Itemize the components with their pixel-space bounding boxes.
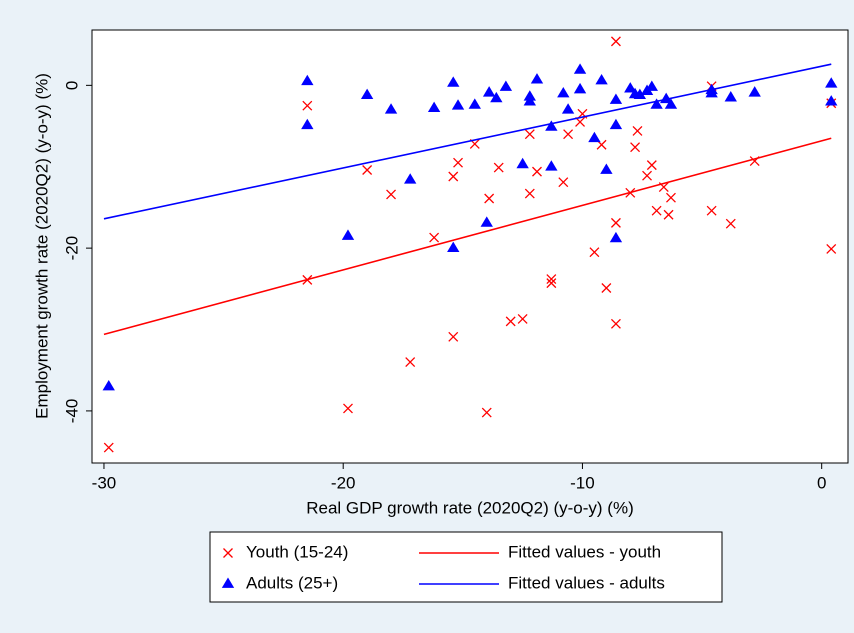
point-triangle: [482, 86, 496, 97]
point-triangle: [301, 118, 314, 130]
point-triangle: [523, 95, 536, 106]
point-x: [343, 403, 353, 414]
legend-label: Fitted values - adults: [508, 573, 665, 592]
point-triangle: [561, 103, 575, 114]
point-x: [103, 442, 114, 453]
legend-label: Adults (25+): [246, 573, 338, 592]
point-triangle: [545, 120, 558, 131]
point-x: [517, 313, 528, 324]
point-triangle: [609, 231, 623, 243]
y-tick-label: -40: [62, 399, 81, 424]
point-triangle: [480, 216, 493, 227]
point-x: [610, 318, 621, 329]
point-x: [524, 188, 535, 199]
x-tick-label: -20: [331, 473, 356, 492]
point-triangle: [633, 88, 647, 100]
point-triangle: [600, 163, 613, 174]
point-x: [429, 232, 440, 243]
point-triangle: [530, 73, 544, 84]
point-x: [601, 283, 612, 293]
point-triangle: [825, 95, 838, 106]
point-triangle: [624, 82, 637, 93]
point-triangle: [447, 241, 460, 253]
x-tick-label: -10: [570, 473, 595, 492]
point-x: [481, 407, 492, 418]
legend: [209, 531, 723, 603]
point-x: [532, 166, 542, 177]
point-x: [589, 247, 600, 258]
fitted-line: [103, 137, 832, 336]
y-tick-label: 0: [62, 81, 81, 90]
point-x: [563, 129, 574, 140]
point-x: [610, 36, 621, 47]
point-x: [362, 165, 373, 175]
point-triangle: [360, 88, 374, 100]
point-triangle: [724, 91, 737, 102]
plot-area: [91, 29, 849, 464]
point-triangle: [451, 99, 465, 110]
point-triangle: [825, 77, 838, 88]
point-triangle: [573, 63, 587, 74]
point-triangle: [404, 173, 417, 184]
point-x: [642, 170, 652, 181]
point-triangle: [748, 86, 761, 97]
legend-label: Youth (15-24): [246, 542, 348, 561]
point-triangle: [650, 98, 663, 109]
point-x: [493, 162, 504, 173]
point-x: [646, 160, 657, 171]
point-x: [632, 125, 643, 136]
point-x: [663, 209, 674, 220]
legend-marker: [223, 548, 233, 558]
point-x: [725, 218, 736, 229]
point-x: [651, 205, 662, 216]
point-triangle: [490, 91, 503, 103]
point-triangle: [545, 160, 558, 171]
point-triangle: [645, 80, 658, 91]
point-x: [453, 157, 463, 168]
point-x: [448, 331, 459, 342]
point-x: [826, 243, 837, 254]
legend-label: Fitted values - youth: [508, 542, 661, 561]
point-triangle: [516, 157, 529, 169]
point-x: [630, 142, 641, 153]
point-triangle: [499, 80, 513, 91]
point-triangle: [595, 73, 608, 85]
point-x: [302, 100, 313, 111]
point-triangle: [447, 76, 460, 87]
point-x: [448, 171, 459, 182]
point-triangle: [102, 379, 115, 391]
point-triangle: [557, 86, 570, 98]
fitted-line: [103, 63, 832, 220]
point-x: [610, 217, 621, 228]
x-tick-label: -30: [92, 473, 117, 492]
point-triangle: [384, 103, 398, 114]
legend-marker: [221, 577, 235, 588]
point-triangle: [609, 118, 623, 130]
point-triangle: [573, 82, 587, 94]
point-triangle: [468, 98, 481, 109]
point-x: [706, 205, 717, 216]
point-x: [666, 192, 676, 203]
point-triangle: [301, 74, 314, 86]
point-triangle: [664, 98, 678, 109]
point-triangle: [588, 131, 601, 143]
point-x: [505, 316, 516, 327]
point-x: [558, 177, 569, 188]
point-x: [386, 189, 397, 200]
point-x: [546, 274, 557, 285]
x-axis-title: Real GDP growth rate (2020Q2) (y-o-y) (%…: [306, 498, 634, 517]
point-x: [484, 193, 495, 204]
y-tick-label: -20: [62, 236, 81, 261]
y-axis-title: Employment growth rate (2020Q2) (y-o-y) …: [32, 73, 51, 419]
x-tick-label: 0: [817, 473, 826, 492]
point-x: [524, 129, 535, 140]
point-triangle: [427, 101, 441, 113]
point-triangle: [341, 229, 355, 240]
point-x: [546, 278, 557, 289]
point-triangle: [609, 93, 623, 104]
point-x: [405, 357, 416, 368]
